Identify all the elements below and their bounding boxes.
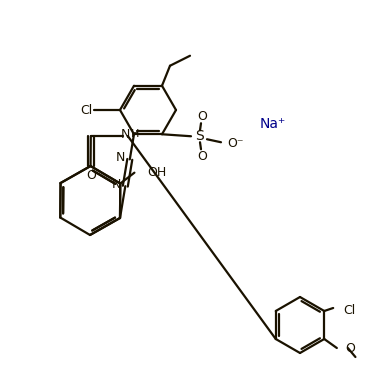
Text: H: H [131,129,139,139]
Text: N: N [121,127,130,140]
Text: S: S [196,129,204,143]
Text: O: O [197,150,207,163]
Text: O: O [86,169,96,181]
Text: Na⁺: Na⁺ [260,117,286,131]
Text: O⁻: O⁻ [227,137,244,150]
Text: N: N [112,178,121,191]
Text: O: O [197,110,207,123]
Text: N: N [116,151,126,164]
Text: Cl: Cl [80,104,92,117]
Text: OH: OH [147,166,167,179]
Text: Cl: Cl [343,303,355,316]
Text: O: O [345,341,355,355]
